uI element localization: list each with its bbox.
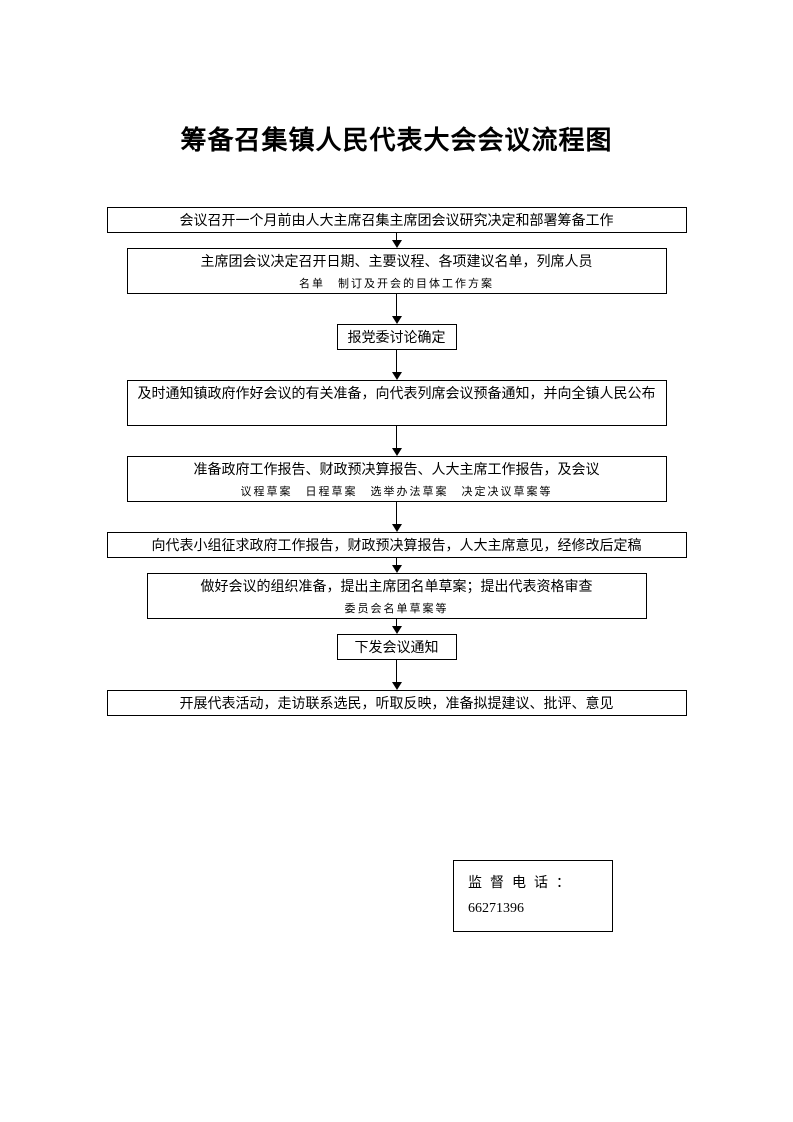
arrow-down [392,294,402,324]
flow-node-n6: 向代表小组征求政府工作报告，财政预决算报告，人大主席意见，经修改后定稿 [107,532,687,558]
node-subtext: 名单 制订及开会的目体工作方案 [299,276,494,294]
flow-node-n4: 及时通知镇政府作好会议的有关准备，向代表列席会议预备通知，并向全镇人民公布 [127,380,667,426]
page-title: 筹备召集镇人民代表大会会议流程图 [0,0,793,207]
flow-node-n3: 报党委讨论确定 [337,324,457,350]
flow-node-n9: 开展代表活动，走访联系选民，听取反映，准备拟提建议、批评、意见 [107,690,687,716]
node-text: 准备政府工作报告、财政预决算报告、人大主席工作报告，及会议 [136,460,658,482]
node-text: 开展代表活动，走访联系选民，听取反映，准备拟提建议、批评、意见 [116,694,678,716]
node-text: 主席团会议决定召开日期、主要议程、各项建议名单，列席人员 [136,252,658,274]
flow-node-n7: 做好会议的组织准备，提出主席团名单草案；提出代表资格审查委员会名单草案等 [147,573,647,619]
flowchart-container: 会议召开一个月前由人大主席召集主席团会议研究决定和部署筹备工作主席团会议决定召开… [0,207,793,716]
contact-box: 监督电话： 66271396 [453,860,613,932]
arrow-down [392,558,402,573]
arrow-down [392,502,402,532]
node-subtext: 委员会名单草案等 [345,601,449,619]
node-text: 向代表小组征求政府工作报告，财政预决算报告，人大主席意见，经修改后定稿 [116,536,678,558]
arrow-down [392,619,402,634]
arrow-down [392,426,402,456]
node-text: 报党委讨论确定 [346,328,448,350]
arrow-down [392,350,402,380]
contact-label: 监督电话： [468,871,598,896]
node-text: 会议召开一个月前由人大主席召集主席团会议研究决定和部署筹备工作 [116,211,678,233]
arrow-down [392,660,402,690]
node-text: 及时通知镇政府作好会议的有关准备，向代表列席会议预备通知，并向全镇人民公布 [136,384,658,406]
node-text: 做好会议的组织准备，提出主席团名单草案；提出代表资格审查 [156,577,638,599]
flow-node-n8: 下发会议通知 [337,634,457,660]
flow-node-n1: 会议召开一个月前由人大主席召集主席团会议研究决定和部署筹备工作 [107,207,687,233]
contact-number: 66271396 [468,896,598,921]
node-subtext: 议程草案 日程草案 选举办法草案 决定决议草案等 [241,484,553,502]
flow-node-n2: 主席团会议决定召开日期、主要议程、各项建议名单，列席人员名单 制订及开会的目体工… [127,248,667,294]
arrow-down [392,233,402,248]
node-text: 下发会议通知 [346,638,448,660]
flow-node-n5: 准备政府工作报告、财政预决算报告、人大主席工作报告，及会议议程草案 日程草案 选… [127,456,667,502]
